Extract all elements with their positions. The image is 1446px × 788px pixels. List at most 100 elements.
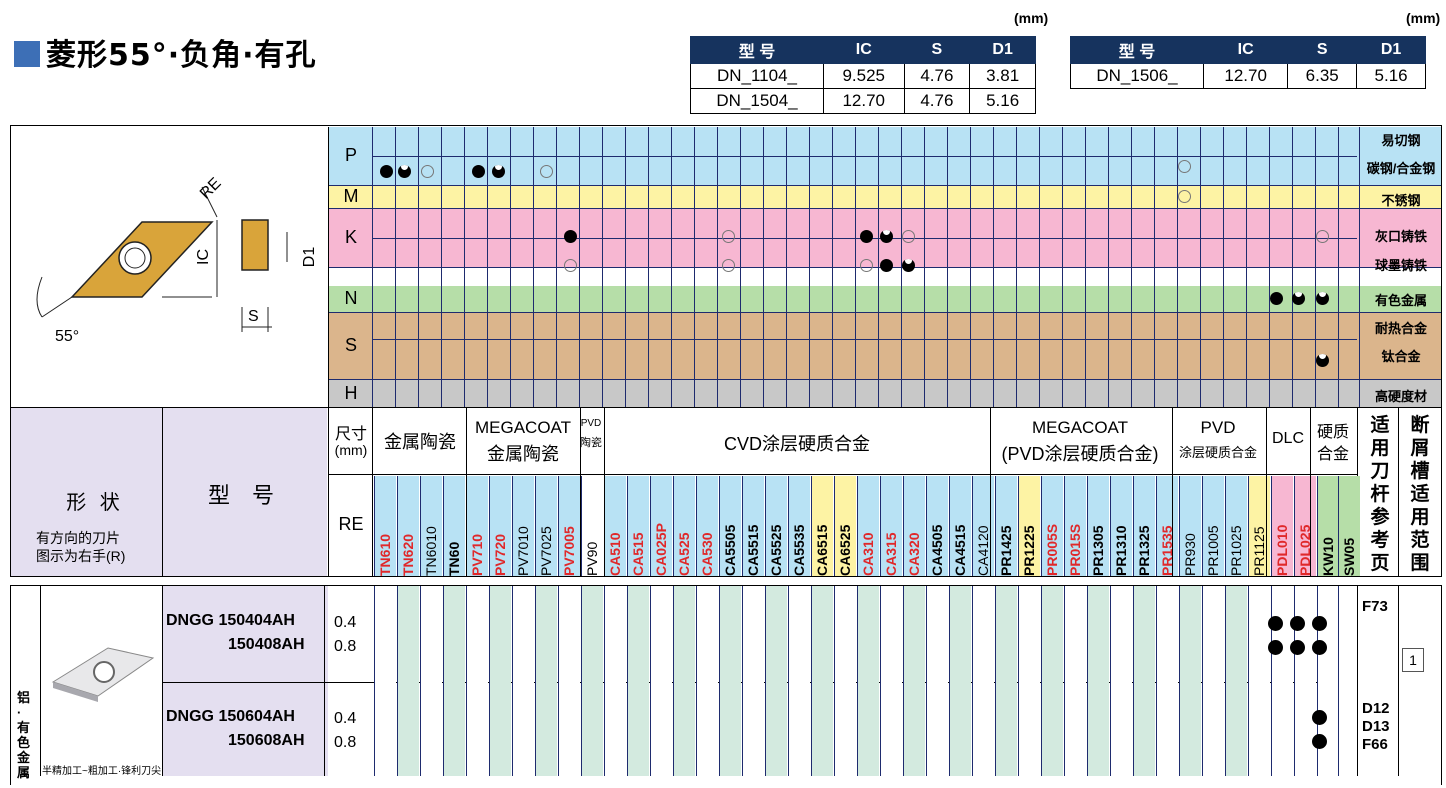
grid-line — [1200, 127, 1201, 407]
section-note: 半精加工~粗加工·锋利刀尖 — [42, 766, 162, 777]
grade-label-pv720: PV720 — [492, 533, 508, 576]
material-label: 高硬度材 — [1374, 389, 1427, 404]
group-pvd-carbide-2: 涂层硬质合金 — [1178, 445, 1257, 460]
grid-line — [1357, 586, 1358, 776]
unit-label-left: (mm) — [1014, 10, 1049, 26]
usage-mark — [880, 259, 893, 272]
grid-line — [625, 127, 626, 407]
s-label: S — [248, 308, 259, 325]
grade-col-bg — [834, 476, 856, 576]
grade-label-pv7005: PV7005 — [561, 526, 577, 576]
grade-col-bg — [397, 476, 419, 576]
grid-line — [671, 127, 672, 407]
data-col — [581, 586, 603, 776]
data-col — [489, 586, 511, 776]
application-dot — [1312, 710, 1327, 725]
shape-note-1: 有方向的刀片 — [36, 530, 120, 546]
usage-mark — [540, 165, 553, 178]
grid-line — [1338, 127, 1339, 407]
unit-label-right: (mm) — [1406, 10, 1441, 26]
data-col — [374, 586, 396, 776]
row1-model2: 150408AH — [228, 636, 305, 653]
material-label: 碳钢/合金钢 — [1366, 161, 1436, 176]
application-dot — [1312, 640, 1327, 655]
group-megacoat-pvd-2: (PVD涂层硬质合金) — [1001, 444, 1159, 464]
grid-line — [328, 127, 329, 407]
material-band-h-5 — [329, 380, 1441, 408]
usage-mark — [1316, 230, 1329, 243]
material-letter-p: P — [344, 145, 357, 165]
grade-label-pr930: PR930 — [1182, 533, 1198, 576]
grade-label-pr1310: PR1310 — [1113, 525, 1129, 576]
row2-holder-1[interactable]: D12 — [1362, 700, 1390, 717]
material-label: 易切钢 — [1381, 133, 1421, 148]
material-band-s-4 — [329, 313, 1441, 380]
grid-line — [1039, 127, 1040, 407]
application-dot — [1268, 640, 1283, 655]
section-label: 铝·有色金属 — [17, 690, 31, 780]
usage-mark — [860, 230, 873, 243]
usage-mark — [860, 259, 873, 272]
grid-line — [1292, 127, 1293, 407]
grade-col-bg — [1225, 476, 1247, 576]
grid-line — [1269, 127, 1270, 407]
grade-col-bg — [489, 476, 511, 576]
group-megacoat-cermet-2: 金属陶瓷 — [487, 444, 559, 464]
material-letter-m: M — [343, 186, 359, 206]
grade-col-bg — [742, 476, 764, 576]
title-square-icon — [14, 41, 40, 67]
data-col — [673, 586, 695, 776]
usage-mark — [1178, 160, 1191, 173]
row2-holder-3[interactable]: F66 — [1362, 736, 1388, 753]
usage-mark — [722, 230, 735, 243]
group-megacoat-cermet-1: MEGACOAT — [474, 418, 572, 437]
grade-label-pr1005: PR1005 — [1205, 525, 1221, 576]
data-col — [604, 586, 626, 776]
grade-label-pv710: PV710 — [469, 533, 485, 576]
data-col — [1041, 586, 1063, 776]
page-title: 菱形55°·负角·有孔 — [14, 30, 317, 74]
grid-line — [809, 127, 810, 407]
grid-line — [855, 127, 856, 407]
grade-label-ca4505: CA4505 — [929, 524, 945, 576]
grade-col-bg — [1018, 476, 1040, 576]
group-divider — [604, 408, 605, 576]
usage-mark — [564, 230, 577, 243]
data-col — [466, 586, 488, 776]
row1-page-box[interactable]: 1 — [1402, 648, 1424, 672]
material-letter-h: H — [344, 382, 358, 403]
grid-line — [372, 339, 1357, 340]
grid-line — [1177, 127, 1178, 407]
row1-holder[interactable]: F73 — [1362, 598, 1388, 615]
usage-mark — [722, 259, 735, 272]
grid-line — [579, 127, 580, 407]
grade-col-bg — [788, 476, 810, 576]
size-heading-2: (mm) — [334, 442, 368, 458]
grade-col-bg — [880, 476, 902, 576]
grid-line — [717, 127, 718, 407]
data-col — [397, 586, 419, 776]
grade-col-bg — [857, 476, 879, 576]
row2-holder-2[interactable]: D13 — [1362, 718, 1390, 735]
material-band-n-3 — [329, 286, 1441, 313]
material-letter-n: N — [344, 288, 358, 308]
grid-line — [970, 127, 971, 407]
grade-label-ca5515: CA5515 — [745, 524, 761, 576]
shape-heading: 形 状 — [66, 492, 124, 514]
spec-table-left: 型 号 IC S D1 DN_1104_ 9.525 4.76 3.81 DN_1504_ 1… — [690, 36, 1036, 114]
data-col — [558, 586, 580, 776]
data-col — [903, 586, 925, 776]
data-col — [420, 586, 442, 776]
usage-mark — [421, 165, 434, 178]
grade-col-bg — [1110, 476, 1132, 576]
grid-line — [556, 127, 557, 407]
grade-col-bg — [558, 476, 580, 576]
material-letter-s: S — [344, 335, 357, 355]
size-heading-1: 尺寸 — [334, 426, 367, 443]
data-col — [788, 586, 810, 776]
header-shape-cell — [11, 408, 327, 576]
data-col — [1018, 586, 1040, 776]
material-label: 有色金属 — [1374, 293, 1427, 308]
data-col — [1225, 586, 1247, 776]
data-col — [1271, 586, 1293, 776]
